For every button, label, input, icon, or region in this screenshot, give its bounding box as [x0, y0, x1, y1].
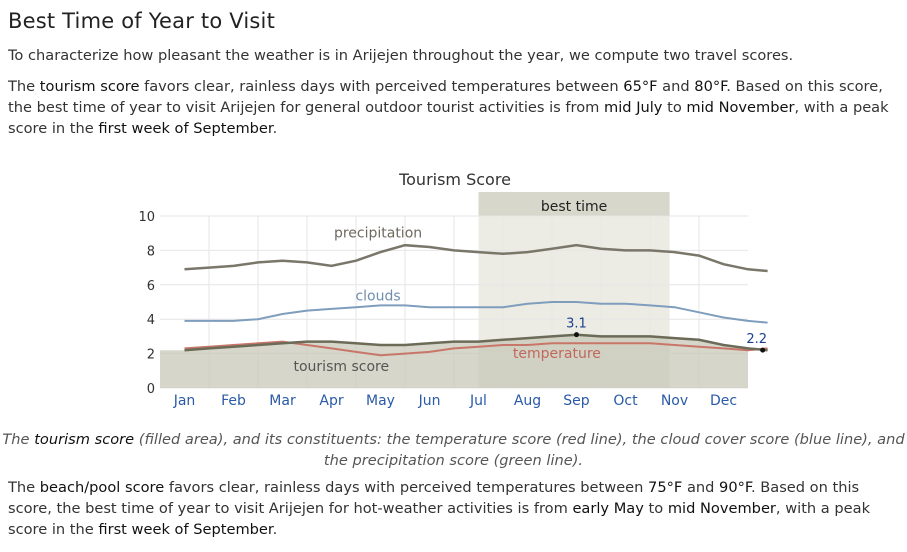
clouds-label: clouds: [355, 288, 400, 304]
y-tick-label: 8: [147, 244, 155, 259]
precipitation-label: precipitation: [334, 226, 422, 242]
y-tick-label: 10: [138, 210, 155, 225]
x-tick-label: Dec: [710, 393, 737, 409]
tourism-paragraph: The tourism score favors clear, rainless…: [8, 78, 889, 137]
annotation-dot: [574, 332, 579, 338]
page-title: Best Time of Year to Visit: [8, 9, 276, 33]
y-tick-label: 4: [147, 313, 155, 328]
x-tick-label: Oct: [613, 393, 638, 409]
x-tick-label: Jun: [418, 393, 441, 409]
x-tick-label: Mar: [269, 393, 296, 409]
x-tick-label: Jan: [173, 393, 196, 409]
best-time-header: [478, 192, 670, 216]
x-tick-label: Jul: [469, 393, 487, 409]
x-tick-label: Nov: [661, 393, 688, 409]
annotation-label: 3.1: [566, 317, 587, 332]
chart-title: Tourism Score: [398, 170, 511, 189]
intro-paragraph: To characterize how pleasant the weather…: [8, 47, 794, 64]
tourism-score-term: tourism score: [39, 78, 140, 95]
annotation-dot: [760, 347, 766, 353]
x-tick-label: Apr: [319, 393, 343, 409]
best-time-label: best time: [541, 199, 607, 215]
y-tick-label: 2: [147, 348, 155, 363]
annotation-label: 2.2: [746, 332, 767, 347]
precipitation-line: [184, 243, 768, 273]
beach-score-term: beach/pool score: [39, 479, 165, 496]
y-tick-label: 0: [147, 382, 155, 397]
temperature-label: temperature: [513, 346, 601, 362]
temperature-line: [184, 340, 768, 357]
y-tick-label: 6: [147, 279, 155, 294]
clouds-line: [184, 301, 768, 324]
tourism-score-area: [160, 334, 768, 388]
tourism-score-chart: Tourism Score best time 0 2 4 6 8 10 precipitat…: [138, 170, 768, 409]
beach-paragraph: The beach/pool score favors clear, rainl…: [8, 479, 871, 538]
x-tick-label: Feb: [221, 393, 246, 409]
tourism-score-label: tourism score: [294, 359, 390, 375]
chart-caption: The tourism score (filled area), and its…: [2, 430, 905, 469]
x-tick-label: Aug: [514, 393, 541, 409]
tourism-score-line: [184, 333, 768, 352]
x-tick-label: May: [366, 393, 395, 409]
x-tick-label: Sep: [563, 393, 590, 409]
